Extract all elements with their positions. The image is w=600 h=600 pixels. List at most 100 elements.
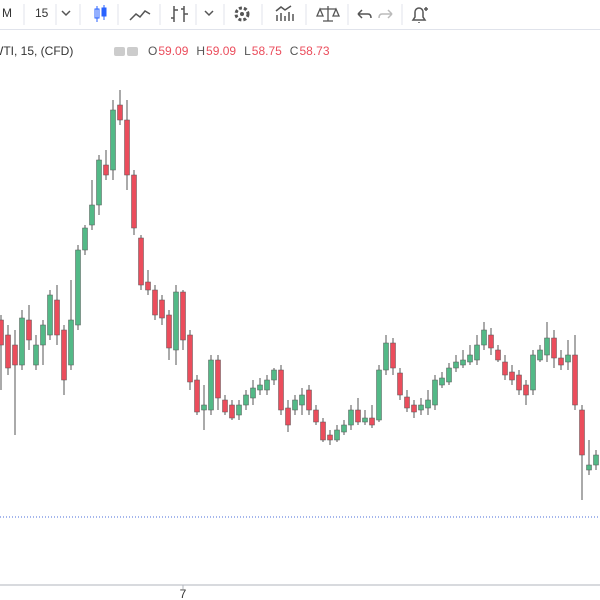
legend: WTI, 15, (CFD) O 59.09 H 59.09 L 58.75 C 58.73 [0, 44, 330, 58]
candle-body [33, 344, 39, 366]
candle-body [320, 421, 326, 441]
candle-body [537, 349, 543, 361]
eye-icon [114, 47, 125, 56]
candle-body [586, 464, 592, 471]
candle-body [558, 357, 564, 366]
candle-body [229, 404, 235, 419]
candle-body [131, 174, 137, 229]
candle-body [404, 396, 410, 409]
candle-body [0, 319, 4, 346]
candle-body [82, 227, 88, 251]
candle-body [19, 317, 25, 366]
settings-icon[interactable] [234, 6, 250, 22]
alert-icon[interactable] [411, 7, 428, 23]
candle-body [257, 384, 263, 391]
interval[interactable]: 15 [35, 6, 49, 20]
candle-body [222, 399, 228, 413]
candle-body [264, 379, 270, 391]
candle-body [481, 329, 487, 346]
candle-body [516, 374, 522, 391]
candle-body [579, 409, 585, 456]
dropdown-arrow[interactable] [204, 10, 214, 17]
redo-icon[interactable] [378, 9, 393, 19]
legend-label: C [290, 44, 299, 58]
candle-body [460, 359, 466, 366]
candle-body [467, 354, 473, 363]
candle-body [103, 164, 109, 176]
candle-body [474, 344, 480, 361]
legend-label: O [148, 44, 157, 58]
candle-body [208, 359, 214, 411]
candle-body [5, 334, 11, 369]
candle-body [439, 377, 445, 386]
financials-icon[interactable] [275, 5, 294, 21]
candle-body [327, 434, 333, 441]
x-tick-label: 7 [180, 587, 187, 600]
candle-body [523, 384, 529, 396]
candle-body [572, 354, 578, 406]
compare-scale-icon[interactable] [316, 6, 340, 22]
candle-body [96, 159, 102, 206]
candle-body [355, 409, 361, 423]
candle-body [446, 367, 452, 383]
candle-body [488, 334, 494, 349]
candle-body [397, 372, 403, 396]
candle-body [306, 389, 312, 411]
candle-body [453, 361, 459, 369]
candle-body [411, 404, 417, 413]
candle-body [75, 249, 81, 326]
candle-body [40, 324, 46, 346]
candle-body [250, 387, 256, 399]
candle-body [89, 204, 95, 226]
candle-body [124, 119, 130, 176]
compare-icon[interactable] [129, 10, 151, 21]
legend-value: 58.73 [299, 44, 329, 58]
candle-body [341, 424, 347, 433]
interval-prefix: M [2, 6, 12, 20]
candle-body [544, 337, 550, 356]
candle-body [299, 394, 305, 406]
chart: WTI, 15, (CFD) O 59.09 H 59.09 L 58.75 C 58.73 7 [0, 44, 600, 600]
candle-body [390, 342, 396, 369]
candles-icon[interactable] [94, 5, 107, 22]
candle-body [551, 337, 557, 359]
legend-value: 59.09 [206, 44, 236, 58]
candle-body [376, 369, 382, 421]
candle-body [369, 417, 375, 426]
candle-body [271, 369, 277, 381]
candle-body [54, 299, 60, 336]
candle-body [152, 289, 158, 316]
candle-body [110, 109, 116, 171]
candle-body [432, 379, 438, 406]
candle-body [495, 349, 501, 361]
candle-body [68, 319, 74, 366]
legend-value: 58.75 [252, 44, 282, 58]
candle-body [418, 404, 424, 411]
candle-body [194, 379, 200, 413]
candle-body [215, 359, 221, 399]
candle-body [138, 237, 144, 286]
symbol-title: WTI, 15, (CFD) [0, 44, 73, 58]
candle-body [565, 354, 571, 363]
candle-body [334, 429, 340, 441]
dropdown-arrow[interactable] [61, 10, 71, 17]
candle-body [383, 342, 389, 371]
toolbar-icons: M 15 [2, 4, 428, 25]
candle-body [180, 291, 186, 341]
candle-body [593, 454, 599, 466]
candle-body [26, 319, 32, 341]
candle-body [278, 369, 284, 411]
candle-body [348, 409, 354, 426]
undo-icon[interactable] [357, 9, 372, 19]
candle-body [173, 291, 179, 351]
candle-body [425, 399, 431, 409]
candle-body [509, 371, 515, 381]
candle-body [201, 404, 207, 411]
candle-body [362, 417, 368, 423]
legend-label: H [196, 44, 205, 58]
candle-body [285, 407, 291, 426]
legend-value: 59.09 [158, 44, 188, 58]
candle-body [145, 281, 151, 291]
indicators-icon[interactable] [171, 6, 188, 22]
